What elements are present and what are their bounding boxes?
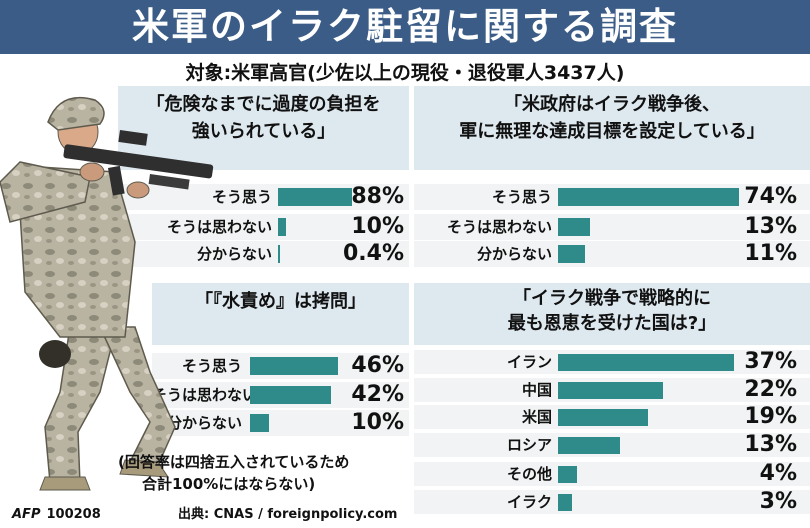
chart-3-value-label: 46% bbox=[351, 353, 404, 378]
chart-2-value-label: 13% bbox=[744, 214, 797, 239]
chart-4-category-label: 米国 bbox=[521, 408, 552, 426]
chart-4-bar bbox=[558, 465, 578, 483]
chart-4-bar bbox=[558, 381, 663, 399]
chart-4-row-5 bbox=[414, 462, 810, 486]
chart-1-value-label: 88% bbox=[351, 184, 404, 209]
question-1-line-1: 「危険なまでに過度の負担を bbox=[146, 94, 381, 115]
chart-2-value-label: 11% bbox=[744, 241, 797, 266]
chart-1-bar bbox=[278, 188, 352, 206]
survey-subject: 対象:米軍高官(少佐以上の現役・退役軍人3437人) bbox=[185, 62, 625, 84]
chart-1-row-1 bbox=[118, 184, 409, 210]
question-box-3 bbox=[152, 283, 409, 345]
chart-2-row-3 bbox=[414, 241, 810, 267]
chart-3-category-label: そう思う bbox=[181, 357, 242, 375]
chart-2-category-label: 分からない bbox=[476, 245, 552, 263]
chart-1-value-label: 0.4% bbox=[342, 241, 404, 266]
chart-3-bar bbox=[250, 357, 339, 375]
soldier-illustration bbox=[0, 96, 214, 491]
chart-4-bar bbox=[558, 493, 573, 511]
chart-3-bar bbox=[250, 414, 270, 432]
chart-1-bar bbox=[278, 245, 280, 263]
chart-3-category-label: 分からない bbox=[166, 414, 242, 432]
rounding-note-line-1: (回答率は四捨五入されているため bbox=[118, 453, 350, 471]
chart-2-bar bbox=[558, 188, 740, 206]
chart-1-row-2 bbox=[118, 214, 409, 240]
chart-1-category-label: そうは思わない bbox=[166, 218, 272, 236]
graphic-code: 100208 bbox=[46, 507, 101, 522]
agency-credit: AFP 100208 bbox=[12, 507, 101, 523]
chart-4-category-label: イラク bbox=[506, 493, 552, 511]
rounding-note-line-2: 合計100%にはならない) bbox=[142, 475, 316, 493]
chart-3-bar bbox=[250, 386, 331, 404]
chart-3-value-label: 10% bbox=[351, 410, 404, 435]
chart-4-bar bbox=[558, 436, 620, 454]
chart-4-value-label: 22% bbox=[744, 377, 797, 402]
chart-2-bar bbox=[558, 218, 590, 236]
chart-4-category-label: ロシア bbox=[506, 436, 552, 454]
chart-4-bar bbox=[558, 353, 735, 371]
chart-2-row-2 bbox=[414, 214, 810, 240]
question-3-line-1: 「『水責め』は拷問」 bbox=[195, 291, 366, 312]
chart-3-category-label: そうは思わない bbox=[152, 386, 258, 404]
chart-4-value-label: 3% bbox=[759, 489, 797, 514]
chart-1-row-3 bbox=[118, 241, 409, 267]
page-title: 米軍のイラク駐留に関する調査 bbox=[132, 5, 678, 48]
chart-4-value-label: 13% bbox=[744, 432, 797, 457]
chart-4-value-label: 4% bbox=[759, 461, 797, 486]
afp-logo: AFP bbox=[12, 507, 41, 522]
chart-4-category-label: 中国 bbox=[521, 381, 552, 399]
chart-2-category-label: そう思う bbox=[491, 188, 552, 206]
chart-1-category-label: そう思う bbox=[211, 188, 272, 206]
chart-4-category-label: イラン bbox=[506, 353, 552, 371]
chart-2-bar bbox=[558, 245, 585, 263]
question-2-line-1: 「米政府はイラク戦争後、 bbox=[504, 94, 720, 115]
chart-2-category-label: そうは思わない bbox=[446, 218, 552, 236]
chart-4-category-label: その他 bbox=[506, 465, 552, 483]
chart-3-value-label: 42% bbox=[351, 382, 404, 407]
question-box-4 bbox=[414, 283, 810, 345]
question-2-line-2: 軍に無理な達成目標を設定している」 bbox=[459, 121, 765, 142]
chart-1-bar bbox=[278, 218, 287, 236]
chart-4-row-6 bbox=[414, 490, 810, 514]
chart-4-bar bbox=[558, 408, 649, 426]
question-4-line-1: 「イラク戦争で戦略的に bbox=[513, 288, 711, 309]
question-4-line-2: 最も恩恵を受けた国は?」 bbox=[507, 313, 717, 334]
chart-1-category-label: 分からない bbox=[196, 245, 272, 263]
question-box-1 bbox=[118, 86, 409, 170]
chart-3-row-3 bbox=[152, 410, 409, 436]
question-box-2 bbox=[414, 86, 810, 170]
chart-1-value-label: 10% bbox=[351, 214, 404, 239]
title-bar bbox=[0, 0, 810, 54]
source-credit: 出典: CNAS / foreignpolicy.com bbox=[178, 507, 398, 522]
question-1-line-2: 強いられている」 bbox=[191, 121, 336, 142]
chart-2-value-label: 74% bbox=[744, 184, 797, 209]
chart-4-value-label: 37% bbox=[744, 349, 797, 374]
chart-4-value-label: 19% bbox=[744, 404, 797, 429]
